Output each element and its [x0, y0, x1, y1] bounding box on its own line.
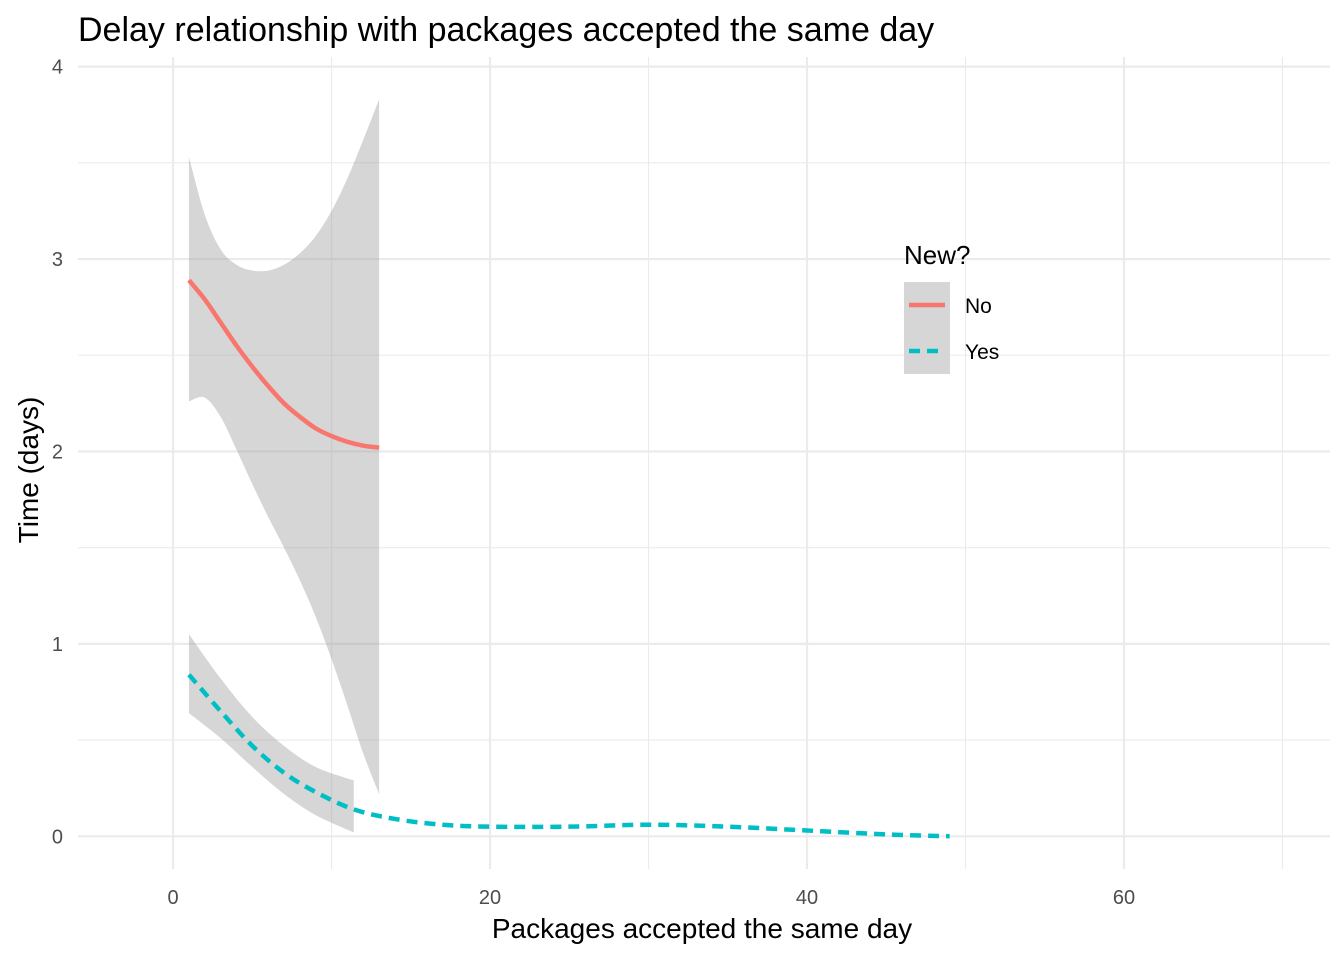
ci-ribbon-no	[188, 99, 380, 794]
y-tick-label: 2	[52, 441, 63, 463]
y-tick-label: 1	[52, 634, 63, 656]
x-axis-title: Packages accepted the same day	[492, 913, 912, 944]
y-axis-title: Time (days)	[13, 397, 44, 544]
ci-ribbon-yes	[188, 634, 354, 833]
legend-label-no: No	[965, 295, 992, 318]
grid	[78, 57, 1330, 869]
series-line-no	[187, 278, 380, 450]
x-tick-label: 40	[796, 887, 818, 909]
legend: New? No Yes	[904, 240, 999, 374]
legend-label-yes: Yes	[965, 341, 999, 364]
legend-title: New?	[904, 240, 970, 270]
confidence-ribbons	[188, 99, 380, 833]
x-tick-label: 20	[479, 887, 501, 909]
y-tick-label: 0	[52, 826, 63, 848]
x-tick-label: 60	[1113, 887, 1135, 909]
y-tick-label: 4	[52, 57, 63, 79]
series-line-yes	[187, 673, 950, 839]
x-tick-label: 0	[168, 887, 179, 909]
y-tick-label: 3	[52, 249, 63, 271]
legend-key-background	[904, 282, 950, 374]
chart-title: Delay relationship with packages accepte…	[78, 11, 934, 49]
tick-labels: 0 20 40 60 0 1 2 3 4	[52, 57, 1135, 909]
series-lines	[187, 278, 950, 839]
